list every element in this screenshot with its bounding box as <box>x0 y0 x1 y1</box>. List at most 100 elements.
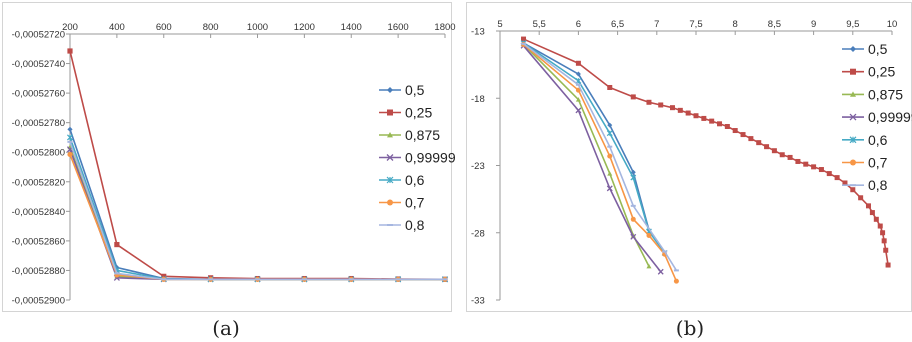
chart-b-legend-marker <box>849 136 857 144</box>
chart-b-point-0-25 <box>826 171 832 177</box>
chart-b-point-0-25 <box>701 115 707 121</box>
chart-a-y-tick-label: -0,00052820 <box>12 177 65 188</box>
chart-b-point-0-25 <box>885 262 891 268</box>
chart-b-point-0-25 <box>764 144 770 150</box>
chart-a-panel: 200 400 600 800 1000 1200 1400 1600 1800 -0,00052… <box>2 2 456 312</box>
chart-b-point-0-25 <box>693 113 699 119</box>
chart-b-point-0-25 <box>756 140 762 146</box>
chart-a-x-tick-label: 1800 <box>434 22 455 33</box>
chart-a-x-tick-label: 800 <box>203 22 219 33</box>
chart-a-legend-label: 0,875 <box>405 127 440 143</box>
chart-b-legend-label: 0,5 <box>868 41 888 57</box>
chart-a-legend-item-0-875: 0,875 <box>379 127 440 143</box>
chart-b-y-tick-label: -28 <box>471 228 485 239</box>
chart-b-point-0-99999 <box>657 268 664 275</box>
chart-a-y-tick-label: -0,00052800 <box>12 148 65 159</box>
chart-b-series-line-0-99999 <box>522 45 662 273</box>
chart-b-legend-item-0-875: 0,875 <box>842 86 903 102</box>
chart-a-legend-label: 0,5 <box>405 82 425 98</box>
chart-a-point-0-6 <box>66 134 74 141</box>
chart-a-x-tick-label: 1200 <box>294 22 315 33</box>
chart-b-legend-marker <box>850 68 856 75</box>
chart-b-legend-label: 0,7 <box>868 155 888 171</box>
chart-b-x-tick-label: 8 <box>733 19 738 30</box>
chart-a-legend-item-0-5: 0,5 <box>379 82 425 98</box>
chart-b-point-0-25 <box>630 94 636 100</box>
chart-b-legend-item-0-8: 0,8 <box>842 177 888 193</box>
chart-b-y-tick-label: -33 <box>471 296 485 307</box>
chart-b-point-0-25 <box>818 167 824 173</box>
chart-b-point-0-5 <box>630 169 636 175</box>
chart-b-legend-item-0-99999: 0,99999 <box>842 109 912 125</box>
chart-a-x-tick-label: 1000 <box>247 22 268 33</box>
chart-a-y-tick-label: -0,00052720 <box>12 30 65 41</box>
chart-a-legend-marker <box>387 199 393 206</box>
chart-b-point-0-25 <box>869 210 875 216</box>
chart-b-point-0-6 <box>575 77 582 84</box>
chart-b-point-0-25 <box>724 123 730 129</box>
chart-a-svg: 200 400 600 800 1000 1200 1400 1600 1800 -0,00052… <box>12 22 456 307</box>
chart-b-series-line-0-8 <box>523 43 678 271</box>
chart-b-series-line-0-875 <box>522 43 650 267</box>
chart-b-point-0-25 <box>795 158 801 164</box>
chart-b-point-0-25 <box>873 216 879 222</box>
chart-b-series-line-0-5 <box>523 42 650 231</box>
chart-b-point-0-99999 <box>630 233 637 240</box>
chart-b-series-0-99999 <box>520 42 664 275</box>
chart-a-y-tick-label: -0,00052860 <box>12 236 65 247</box>
chart-b-legend-label: 0,99999 <box>868 109 912 125</box>
chart-b-point-0-25 <box>521 36 527 42</box>
chart-a-point-0-25 <box>114 241 120 248</box>
chart-a-legend-item-0-99999: 0,99999 <box>379 150 456 166</box>
chart-a-legend-item-0-7: 0,7 <box>379 195 425 211</box>
chart-b-x-tick-label: 5,5 <box>533 19 546 30</box>
chart-a-x-tick-label: 600 <box>156 22 172 33</box>
chart-a-x-tick-label: 1600 <box>388 22 409 33</box>
chart-a-legend-item-0-6: 0,6 <box>379 172 425 188</box>
chart-b-point-0-7 <box>607 153 613 159</box>
chart-b-x-tick-label: 9,5 <box>846 19 859 30</box>
chart-b-point-0-7 <box>673 278 679 284</box>
chart-b-point-0-25 <box>732 128 738 134</box>
chart-a-legend-label: 0,99999 <box>405 150 456 166</box>
caption-b: (b) <box>675 316 705 340</box>
chart-a-x-tick-label: 1400 <box>341 22 362 33</box>
chart-b-point-0-5 <box>575 71 581 77</box>
chart-b-point-0-25 <box>850 187 856 193</box>
chart-b-point-0-25 <box>685 110 691 116</box>
chart-b-series-line-0-6 <box>523 42 666 254</box>
chart-b-x-tick-label: 7 <box>654 19 659 30</box>
chart-b-y-tick-label: -23 <box>471 161 485 172</box>
chart-b-point-0-25 <box>881 238 887 244</box>
chart-a-series-line-0-99999 <box>69 148 445 281</box>
chart-b-point-0-25 <box>803 161 809 167</box>
chart-b-point-0-875 <box>646 263 652 269</box>
chart-b-legend-label: 0,875 <box>868 86 903 102</box>
chart-a-legend-item-0-25: 0,25 <box>379 105 432 121</box>
chart-a-legend-label: 0,25 <box>405 105 432 121</box>
chart-a-x-tick-label: 400 <box>109 22 125 33</box>
chart-b-point-0-25 <box>677 107 683 113</box>
chart-b-series-0-25 <box>521 36 891 268</box>
chart-b-point-0-25 <box>658 102 664 108</box>
chart-b-x-tick-label: 7,5 <box>689 19 702 30</box>
chart-b-y-tick-label: -13 <box>471 27 485 38</box>
chart-b-series-0-8 <box>521 42 679 272</box>
chart-b-point-0-25 <box>834 175 840 181</box>
chart-a-y-tick-label: -0,00052840 <box>12 207 65 218</box>
chart-b-point-0-25 <box>858 195 864 201</box>
chart-b-legend-item-0-5: 0,5 <box>842 41 888 57</box>
chart-b-legend-label: 0,6 <box>868 132 888 148</box>
chart-b-x-tick-label: 10 <box>887 19 898 30</box>
chart-b-point-0-99999 <box>606 185 613 192</box>
chart-b-point-0-25 <box>883 247 889 253</box>
chart-b-legend-item-0-25: 0,25 <box>842 64 895 80</box>
chart-a-point-0-5 <box>67 126 73 132</box>
chart-b-legend-item-0-7: 0,7 <box>842 155 888 171</box>
chart-b-legend-marker <box>849 113 857 121</box>
chart-b-x-tick-label: 8,5 <box>768 19 781 30</box>
chart-a-series-0-25 <box>67 48 448 282</box>
chart-a-legend-marker <box>387 109 393 116</box>
chart-b-legend-label: 0,8 <box>868 177 888 193</box>
chart-a-series-0-875 <box>67 144 448 282</box>
